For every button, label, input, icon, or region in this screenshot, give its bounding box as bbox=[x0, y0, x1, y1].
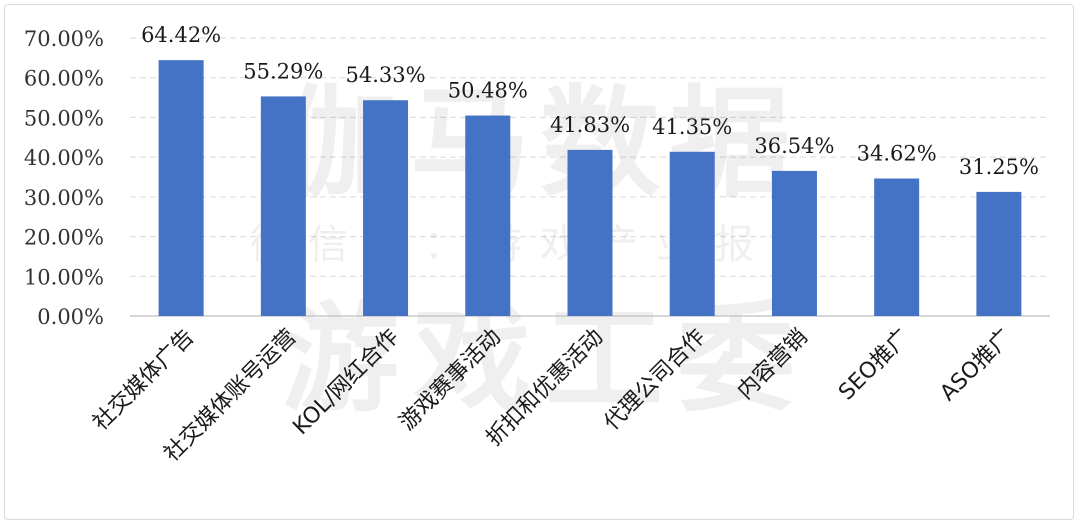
y-tick-label: 50.00% bbox=[24, 106, 104, 130]
x-tick-label: SEO推广 bbox=[834, 325, 915, 406]
y-tick-label: 30.00% bbox=[24, 186, 104, 210]
y-tick-label: 0.00% bbox=[37, 305, 104, 329]
bar bbox=[158, 60, 204, 317]
bar bbox=[874, 178, 920, 316]
data-label: 64.42% bbox=[141, 23, 221, 47]
bar bbox=[567, 149, 613, 316]
data-label: 41.83% bbox=[550, 113, 630, 137]
bar bbox=[976, 191, 1022, 316]
y-tick-label: 40.00% bbox=[24, 146, 104, 170]
data-label: 50.48% bbox=[448, 79, 528, 103]
x-tick-label: 社交媒体广告 bbox=[88, 325, 199, 436]
y-tick-label: 70.00% bbox=[24, 27, 104, 51]
data-label: 34.62% bbox=[857, 142, 937, 166]
data-labels: 64.42% 55.29% 54.33% 50.48% 41.83% 41.35% 36.5… bbox=[141, 23, 1039, 179]
bar bbox=[363, 100, 409, 316]
y-tick-label: 20.00% bbox=[24, 226, 104, 250]
data-label: 41.35% bbox=[652, 115, 732, 139]
bar bbox=[465, 115, 511, 317]
y-tick-label: 60.00% bbox=[24, 67, 104, 91]
bar bbox=[669, 151, 715, 316]
x-tick-label: ASO推广 bbox=[936, 325, 1018, 407]
watermark-line1: 伽马数据 bbox=[280, 75, 800, 214]
data-label: 55.29% bbox=[243, 59, 323, 83]
data-label: 36.54% bbox=[754, 134, 834, 158]
y-axis: 0.00% 10.00% 20.00% 30.00% 40.00% 50.00% 60.00… bbox=[24, 27, 1050, 329]
watermark-line2: 微信号：游戏产业报告 bbox=[250, 222, 830, 268]
bar bbox=[771, 170, 817, 316]
bar bbox=[260, 96, 306, 317]
y-tick-label: 10.00% bbox=[24, 265, 104, 289]
data-label: 54.33% bbox=[346, 63, 426, 87]
bars bbox=[158, 60, 1022, 317]
data-label: 31.25% bbox=[959, 155, 1039, 179]
